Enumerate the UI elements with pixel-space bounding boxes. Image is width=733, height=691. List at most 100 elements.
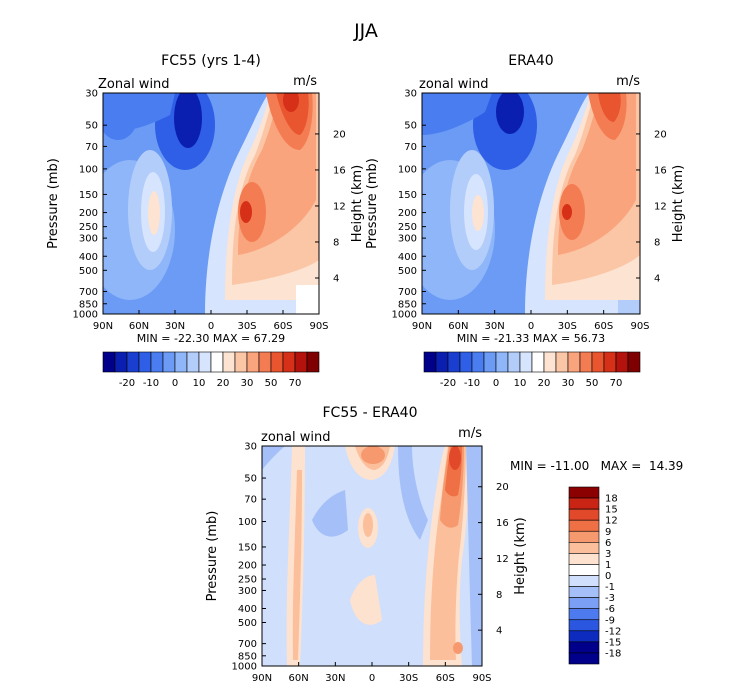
x-tick-label: 30N — [165, 321, 185, 332]
colorbar-swatch — [162, 351, 176, 373]
colorbar-swatch — [568, 530, 600, 543]
colorbar-label: 70 — [610, 378, 623, 389]
x-tick-label: 90S — [472, 673, 491, 684]
colorbar-swatch — [270, 351, 284, 373]
colorbar-swatch — [174, 351, 188, 373]
y-tick-label: 150 — [238, 542, 257, 553]
x-tick-label: 90S — [630, 321, 649, 332]
colorbar-swatch — [483, 351, 497, 373]
colorbar-label: 15 — [605, 505, 618, 516]
colorbar-swatch — [568, 641, 600, 654]
height-tick-label: 8 — [654, 237, 660, 248]
contour-field — [103, 93, 319, 314]
colorbar-swatch — [568, 597, 600, 609]
y-axis-label-right: Height (km) — [513, 517, 528, 594]
y-tick-label: 1000 — [73, 310, 98, 321]
contour-region — [283, 93, 299, 112]
colorbar-label: 0 — [493, 378, 499, 389]
y-tick-label: 50 — [85, 121, 98, 132]
colorbar-swatch — [294, 351, 308, 373]
colorbar-swatch — [102, 351, 116, 373]
colorbar-swatch — [568, 553, 600, 565]
colorbar-label: 50 — [586, 378, 599, 389]
contour-region — [350, 575, 382, 625]
x-tick-label: 90N — [412, 321, 432, 332]
colorbar-label: -9 — [605, 615, 615, 626]
y-tick-label: 200 — [238, 561, 257, 572]
height-tick-label: 16 — [496, 518, 509, 529]
colorbar-swatch — [579, 351, 593, 373]
colorbar-swatch — [568, 608, 600, 621]
contour-region — [240, 201, 252, 223]
x-tick-label: 90N — [252, 673, 272, 684]
height-tick-label: 4 — [496, 626, 502, 637]
colorbar-swatch — [210, 351, 224, 373]
colorbar-swatch — [568, 575, 600, 587]
panel-axes: 90N 60N 30N 0 30S 60S 90S 30 50 70 100 150 200 250300… — [205, 442, 528, 685]
y-tick-label: 1000 — [232, 662, 257, 673]
y-tick-label: 150 — [79, 190, 98, 201]
colorbar-swatch — [126, 351, 140, 373]
variable-label: zonal wind — [419, 77, 488, 92]
y-tick-label: 150 — [398, 190, 417, 201]
y-tick-label: 70 — [404, 142, 417, 153]
contour-region — [466, 446, 482, 666]
panel-title: FC55 (yrs 1-4) — [161, 53, 261, 69]
y-tick-label: 1000 — [392, 310, 417, 321]
y-tick-label: 30 — [85, 89, 98, 100]
colorbar-label: 3 — [605, 549, 611, 560]
colorbar-swatch — [246, 351, 260, 373]
panel-axes: 90N 60N 30N 0 30S 60S 90S 30 50 70 100 150 200 250300… — [365, 89, 686, 346]
colorbar-swatch — [603, 351, 617, 373]
colorbar-label: 6 — [605, 538, 611, 549]
colorbar-label: 9 — [605, 527, 611, 538]
colorbar-label: 20 — [538, 378, 551, 389]
height-tick-label: 12 — [654, 201, 667, 212]
panel-era40: ERA40 zonal wind m/s — [419, 53, 641, 315]
y-tick-label: 200 — [398, 208, 417, 219]
colorbar-label: 18 — [605, 494, 618, 505]
colorbar-label: -10 — [464, 378, 480, 389]
contour-region — [398, 446, 428, 540]
contour-region — [422, 93, 492, 135]
colorbar-swatch — [555, 351, 569, 373]
contour-field — [262, 446, 482, 666]
y-tick-label: 400 — [238, 604, 257, 615]
contour-region — [312, 490, 348, 537]
colorbar: -20 -10 0 10 20 30 50 70 — [423, 351, 641, 389]
x-tick-label: 0 — [528, 321, 534, 332]
colorbar-swatch — [507, 351, 521, 373]
colorbar-swatch — [150, 351, 164, 373]
x-tick-label: 30N — [485, 321, 505, 332]
x-tick-label: 0 — [208, 321, 214, 332]
y-tick-label: 100 — [238, 517, 257, 528]
x-tick-label: 60S — [594, 321, 613, 332]
colorbar-swatch — [198, 351, 212, 373]
y-tick-label: 500 — [238, 618, 257, 629]
stats-text: MIN = -21.33 MAX = 56.73 — [457, 332, 605, 345]
y-tick-label: 850 — [398, 299, 417, 310]
y-tick-label: 100 — [398, 164, 417, 175]
contour-region — [562, 204, 572, 220]
height-tick-label: 20 — [333, 129, 346, 140]
x-tick-label: 30N — [325, 673, 345, 684]
colorbar-swatch — [495, 351, 509, 373]
colorbar-label: -10 — [143, 378, 159, 389]
contour-region — [296, 285, 319, 314]
x-tick-label: 60N — [129, 321, 149, 332]
y-tick-label: 30 — [404, 89, 417, 100]
panel-fc55: FC55 (yrs 1-4) Zonal wind m/s — [98, 53, 320, 315]
units-label: m/s — [293, 74, 317, 89]
colorbar-label: -3 — [605, 593, 615, 604]
y-axis-label: Pressure (mb) — [46, 158, 61, 249]
colorbar-swatch — [435, 351, 449, 373]
colorbar-swatch — [222, 351, 236, 373]
contour-field — [422, 93, 640, 314]
y-tick-label: 30 — [244, 442, 257, 453]
height-tick-label: 16 — [333, 165, 346, 176]
colorbar-swatch — [258, 351, 272, 373]
x-tick-label: 90N — [93, 321, 113, 332]
colorbar-label: -18 — [605, 648, 621, 659]
height-tick-label: 16 — [654, 165, 667, 176]
